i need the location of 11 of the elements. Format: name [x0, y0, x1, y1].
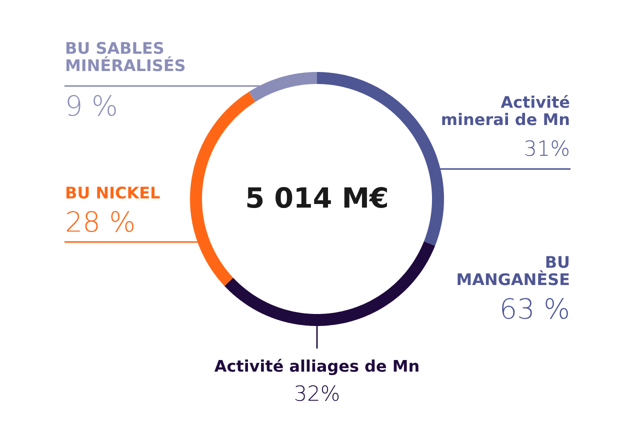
text: 5 014 M€: [247, 187, 387, 208]
data-label: 28 %: [66, 211, 134, 232]
slice-label: BU SABLES MINÉRALISÉS: [66, 42, 185, 72]
text: BU MANGANÈSE: [458, 256, 569, 286]
data-label: 31%: [525, 140, 568, 156]
data-label: 9 %: [68, 95, 116, 116]
data-label: 32%: [295, 385, 339, 402]
text: 63 %: [502, 298, 568, 320]
slice-label: Activité alliages de Mn: [214, 358, 418, 376]
slice-label: Activité minerai de Mn: [442, 94, 570, 126]
slice-label: BU NICKEL: [66, 186, 160, 199]
